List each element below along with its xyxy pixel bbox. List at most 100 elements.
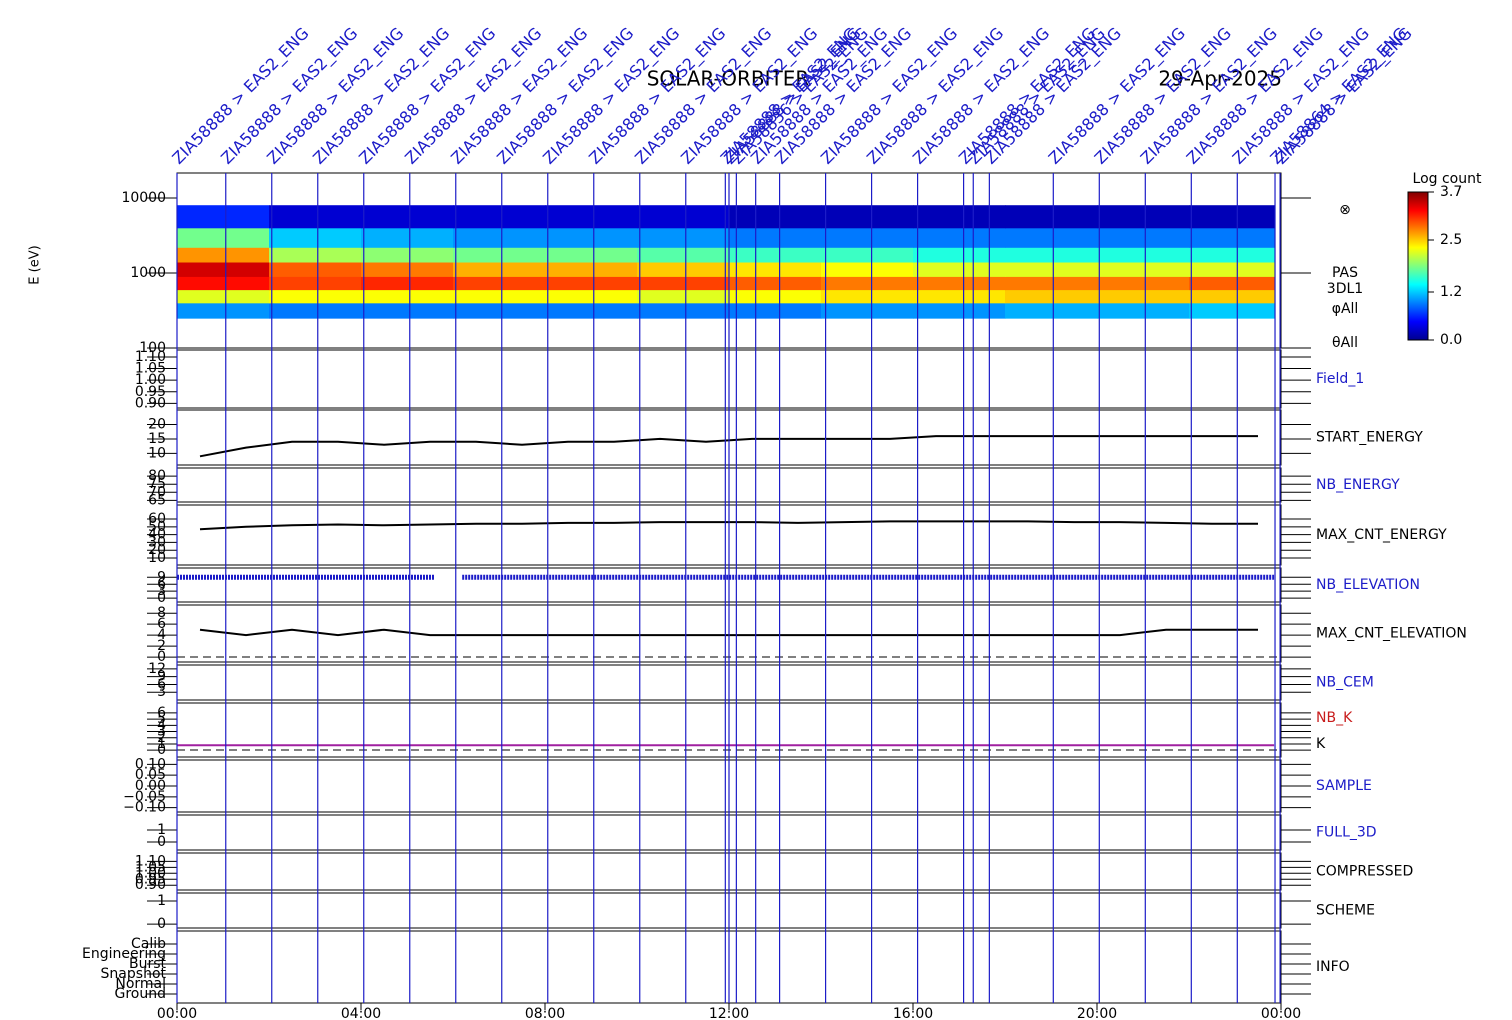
y-tick-label: 4 — [157, 717, 166, 733]
side-label: ⊗ — [1339, 202, 1351, 218]
heatmap-cell — [177, 227, 270, 248]
heatmap-cell — [729, 227, 822, 248]
y-tick-label: 0 — [157, 649, 166, 665]
heatmap-cell — [453, 276, 546, 291]
x-tick-label: 08:00 — [525, 1006, 565, 1020]
heatmap-cell — [453, 289, 546, 304]
y-tick-label: 1 — [157, 736, 166, 752]
y-tick-label: 0 — [157, 590, 166, 606]
heatmap-cell — [637, 302, 730, 319]
heatmap-cell — [177, 205, 270, 229]
colorbar-tick-label: 2.5 — [1440, 232, 1462, 248]
heatmap-cell — [545, 247, 638, 263]
heatmap-cell — [269, 302, 362, 319]
heatmap-cell — [637, 227, 730, 248]
heatmap-cell — [1005, 302, 1098, 319]
y-tick-label: 0.95 — [135, 871, 166, 887]
y-tick-label: 10 — [148, 445, 166, 461]
panel-label: INFO — [1316, 959, 1350, 975]
heatmap-cell — [269, 227, 362, 248]
y-tick-label: Engineering — [82, 946, 166, 962]
y-tick-label: 100 — [139, 340, 166, 356]
y-tick-label: 1000 — [130, 265, 166, 281]
panel-label: NB_ELEVATION — [1316, 577, 1420, 593]
heatmap-cell — [545, 262, 638, 277]
heatmap-cell — [361, 289, 454, 304]
heatmap-cell — [453, 205, 546, 229]
heatmap-cell — [269, 289, 362, 304]
y-tick-label: 3 — [157, 583, 166, 599]
x-tick-label: 00:00 — [1261, 1006, 1301, 1020]
heatmap-cell — [1005, 227, 1098, 248]
y-tick-label: 0 — [157, 834, 166, 850]
colorbar-tick-label: 1.2 — [1440, 284, 1462, 300]
heatmap-cell — [177, 276, 270, 291]
y-tick-label: 1 — [157, 822, 166, 838]
y-tick-label: −0.05 — [123, 789, 166, 805]
heatmap-cell — [545, 227, 638, 248]
heatmap-cell — [1005, 205, 1098, 229]
side-label: PAS — [1332, 265, 1358, 281]
heatmap-cell — [637, 247, 730, 263]
heatmap-cell — [1097, 302, 1190, 319]
heatmap-cell — [729, 289, 822, 304]
panel-label: NB_CEM — [1316, 675, 1374, 691]
heatmap-cell — [913, 262, 1006, 277]
heatmap-cell — [913, 205, 1006, 229]
panel-label: MAX_CNT_ELEVATION — [1316, 626, 1467, 642]
heatmap-cell — [821, 227, 914, 248]
panel-label: NB_ENERGY — [1316, 477, 1400, 493]
heatmap-cell — [1189, 302, 1275, 319]
y-tick-label: 9 — [157, 569, 166, 585]
y-tick-label: Normal — [115, 976, 166, 992]
heatmap-cell — [1005, 247, 1098, 263]
colorbar — [1407, 191, 1429, 341]
heatmap-cell — [1189, 276, 1275, 291]
panel-label: START_ENERGY — [1316, 430, 1423, 446]
y-tick-label: 2 — [157, 638, 166, 654]
heatmap-cell — [361, 247, 454, 263]
x-tick-label: 12:00 — [709, 1006, 749, 1020]
heatmap-cell — [1097, 262, 1190, 277]
heatmap-cell — [361, 262, 454, 277]
y-tick-label: 20 — [148, 542, 166, 558]
heatmap-cell — [821, 302, 914, 319]
heatmap-cell — [1097, 289, 1190, 304]
side-label: φAll — [1332, 301, 1359, 317]
colorbar-title: Log count — [1413, 171, 1482, 187]
y-tick-label: 0.10 — [135, 756, 166, 772]
heatmap-cell — [913, 247, 1006, 263]
y-tick-label: 1.00 — [135, 372, 166, 388]
heatmap-cell — [1097, 205, 1190, 229]
y-tick-label: 6 — [157, 576, 166, 592]
y-tick-label: 0 — [157, 916, 166, 932]
y-tick-label: 10000 — [121, 190, 166, 206]
y-tick-label: 15 — [148, 431, 166, 447]
y-axis-label: E (eV) — [28, 245, 43, 284]
heatmap-cell — [637, 276, 730, 291]
panel-label: COMPRESSED — [1316, 864, 1413, 880]
x-tick-label: 20:00 — [1077, 1006, 1117, 1020]
heatmap-cell — [1189, 227, 1275, 248]
heatmap-cell — [729, 205, 822, 229]
heatmap-cell — [269, 205, 362, 229]
y-tick-label: 3 — [157, 724, 166, 740]
heatmap-cell — [545, 289, 638, 304]
y-tick-label: 6 — [157, 705, 166, 721]
y-tick-label: 6 — [157, 616, 166, 632]
heatmap-cell — [729, 302, 822, 319]
y-tick-label: 60 — [148, 511, 166, 527]
heatmap-cell — [177, 262, 270, 277]
panel-label: SCHEME — [1316, 903, 1375, 919]
y-tick-label: 0 — [157, 742, 166, 758]
y-tick-label: Burst — [129, 956, 167, 972]
heatmap-cell — [177, 247, 270, 263]
side-label: θAll — [1332, 335, 1358, 351]
heatmap-cell — [1189, 247, 1275, 263]
heatmap-cell — [1189, 289, 1275, 304]
heatmap-cell — [361, 227, 454, 248]
heatmap-cell — [361, 276, 454, 291]
y-tick-label: 40 — [148, 527, 166, 543]
y-tick-label: 8 — [157, 605, 166, 621]
panel-label: K — [1316, 736, 1326, 752]
